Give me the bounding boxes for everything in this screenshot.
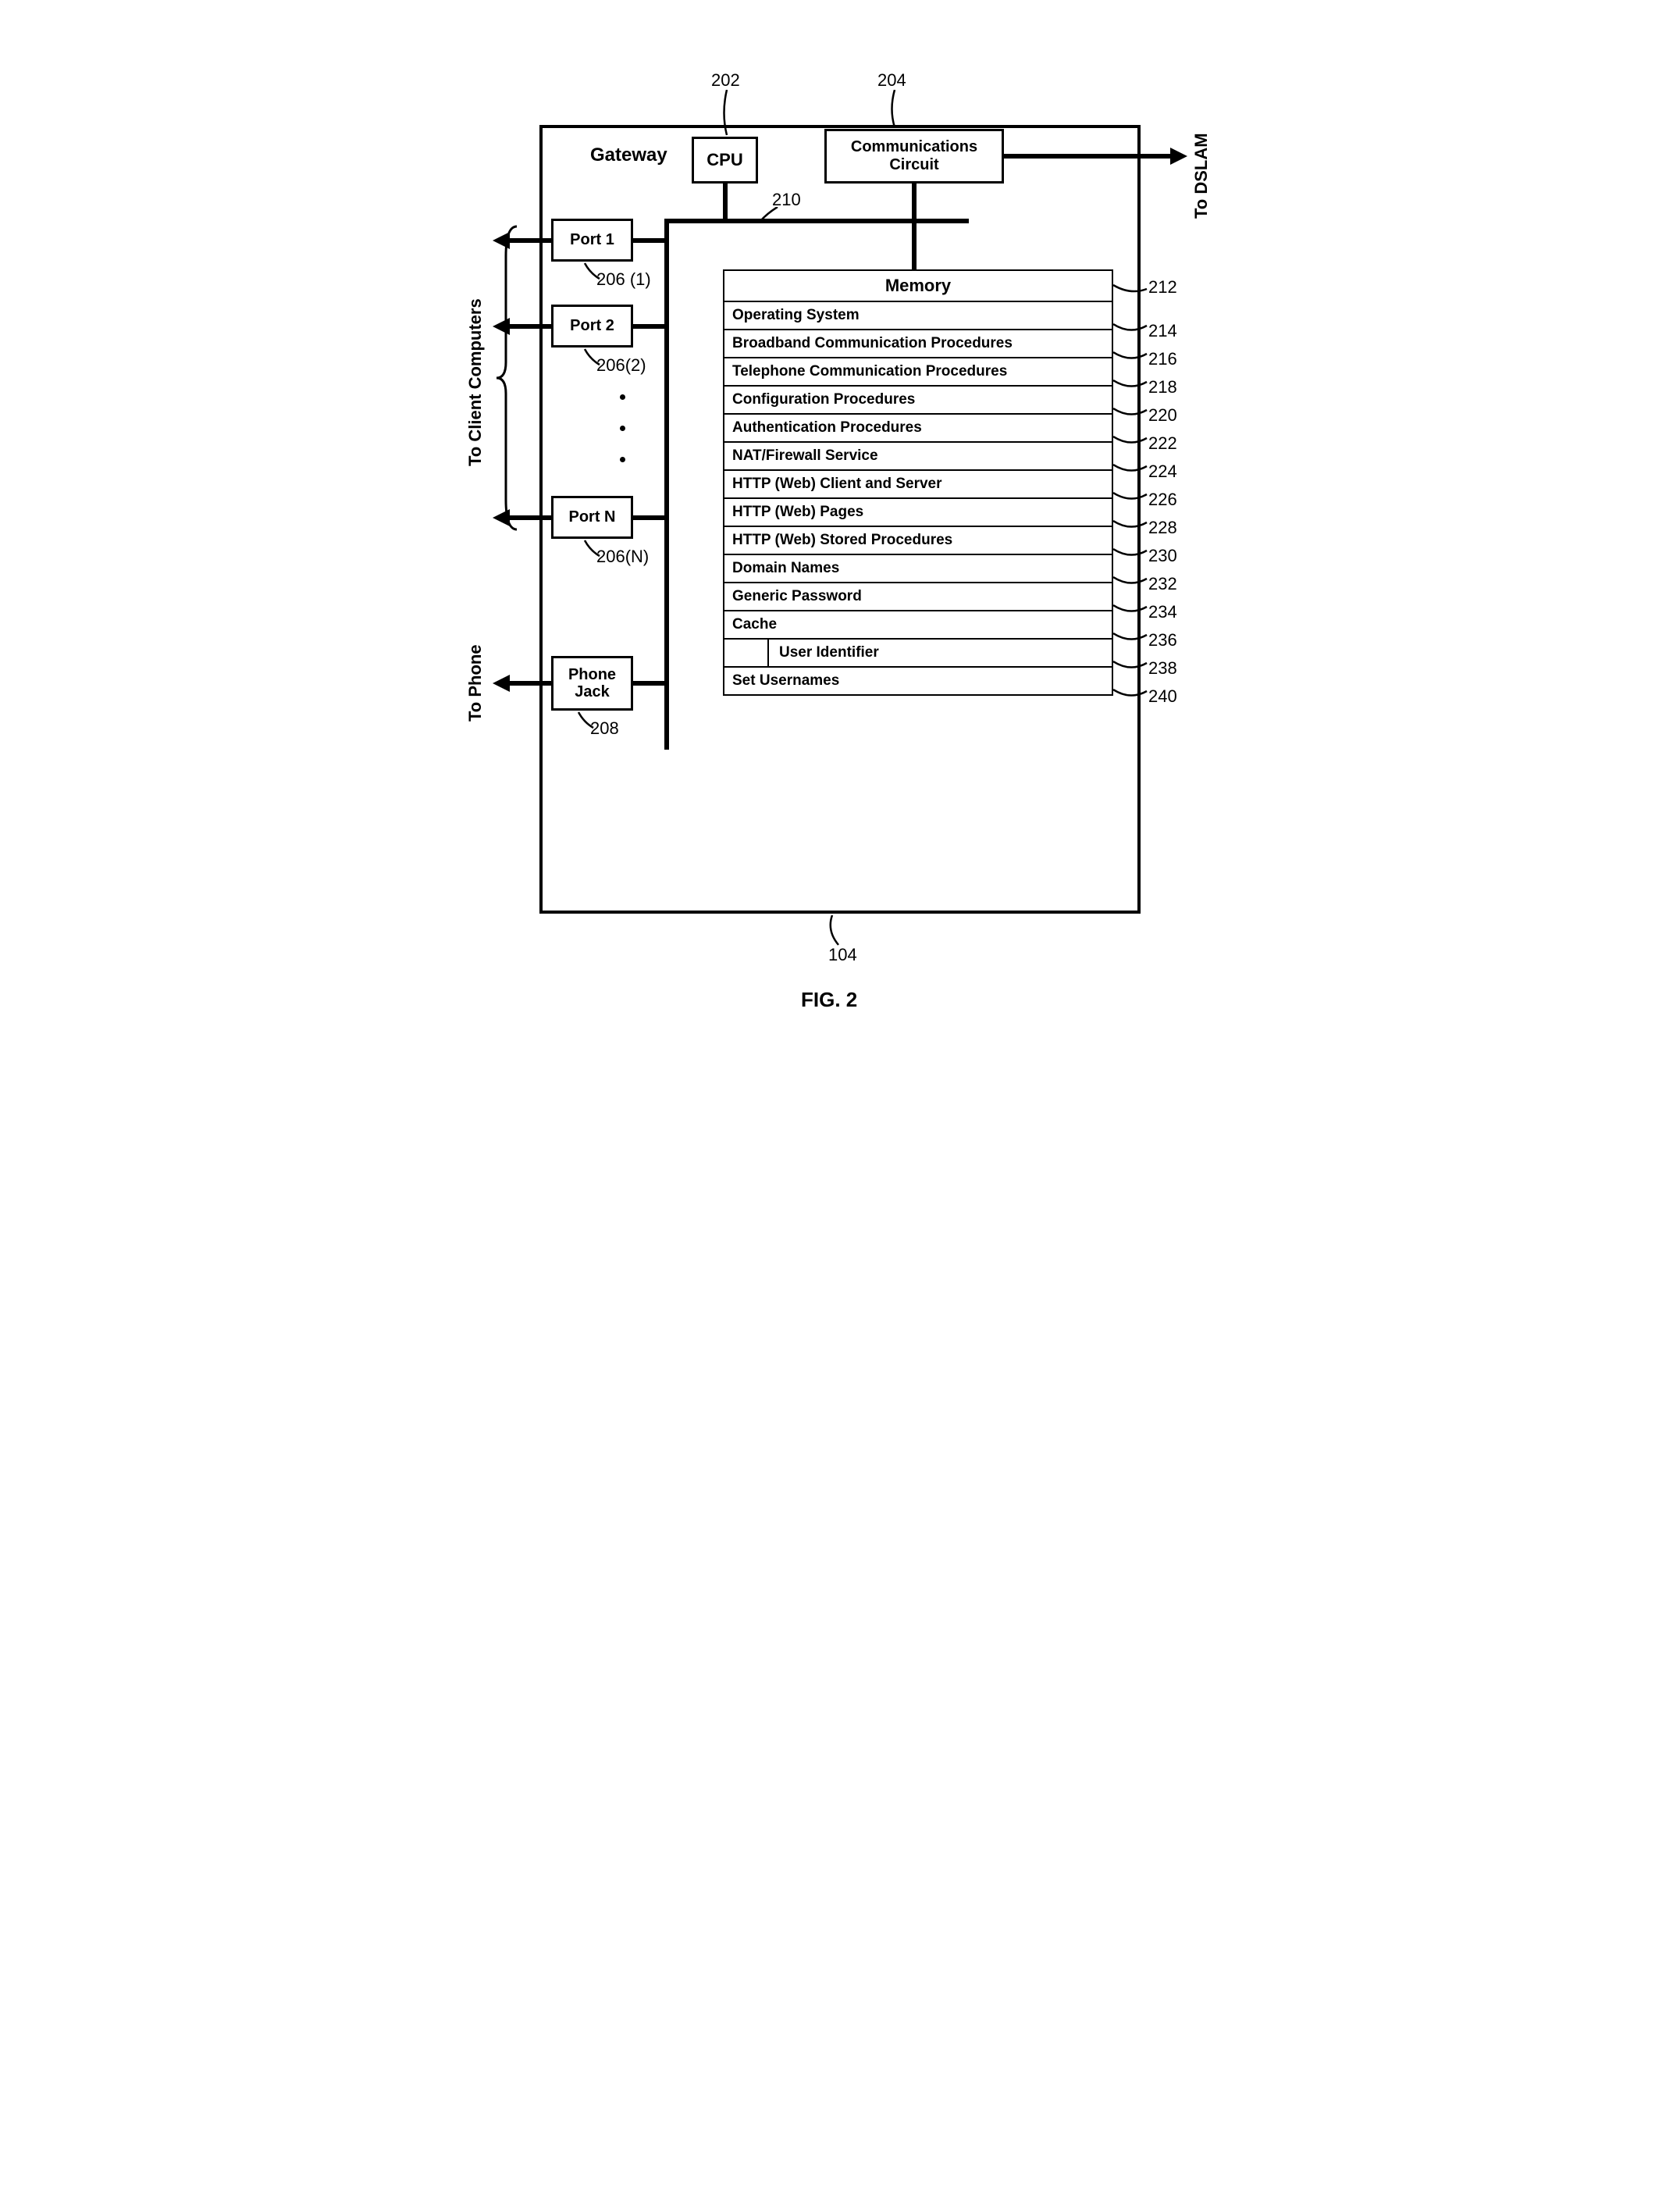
memory-row: Domain Names — [723, 555, 1113, 583]
port-1-label: Port 1 — [570, 231, 614, 249]
memory-row: Cache — [723, 611, 1113, 640]
memory-row: Broadband Communication Procedures — [723, 330, 1113, 358]
memory-row-ref: 226 — [1148, 490, 1177, 510]
phone-arrow — [493, 675, 510, 692]
memory-row-ref: 216 — [1148, 349, 1177, 369]
memory-row-ref: 240 — [1148, 686, 1177, 707]
memory-row-lead — [1113, 572, 1148, 588]
memory-row: HTTP (Web) Pages — [723, 499, 1113, 527]
dslam-line — [1004, 154, 1172, 159]
memory-row-lead — [1113, 601, 1148, 616]
memory-row-lead — [1113, 657, 1148, 672]
memory-row: HTTP (Web) Client and Server — [723, 471, 1113, 499]
phone-out — [508, 681, 551, 686]
memory-row: HTTP (Web) Stored Procedures — [723, 527, 1113, 555]
memory-row-lead — [1113, 516, 1148, 532]
port-1-lead — [582, 262, 606, 281]
memory-row-lead — [1113, 544, 1148, 560]
phone-jack-box: Phone Jack — [551, 656, 633, 711]
port-2-label: Port 2 — [570, 317, 614, 335]
memory-row-lead — [1113, 488, 1148, 504]
memory-row-ref: 232 — [1148, 574, 1177, 594]
comm-lead — [883, 90, 914, 129]
memory-block: Memory Operating SystemBroadband Communi… — [723, 269, 1113, 696]
cpu-box: CPU — [692, 137, 758, 184]
memory-row: Authentication Procedures — [723, 415, 1113, 443]
memory-row-lead — [1113, 376, 1148, 391]
cpu-lead — [715, 90, 746, 137]
cpu-ref: 202 — [711, 70, 740, 91]
bus-vertical — [664, 219, 669, 750]
gateway-ref-lead — [824, 915, 856, 946]
memory-row-lead — [1113, 404, 1148, 419]
port-n-bus — [633, 515, 667, 520]
memory-row: User Identifier — [723, 640, 1113, 668]
phone-jack-label: Phone Jack — [568, 666, 616, 700]
bus-cpu-stub — [723, 184, 728, 223]
cpu-text: CPU — [707, 150, 742, 170]
memory-row-ref: 220 — [1148, 405, 1177, 426]
port-2-box: Port 2 — [551, 305, 633, 347]
memory-row-ref: 222 — [1148, 433, 1177, 454]
to-dslam: To DSLAM — [1191, 90, 1212, 262]
memory-row-ref: 224 — [1148, 462, 1177, 482]
phone-bus — [633, 681, 667, 686]
figure-label: FIG. 2 — [801, 988, 857, 1012]
mem-lead-212 — [1113, 281, 1148, 297]
memory-row: Set Usernames — [723, 668, 1113, 696]
comm-ref: 204 — [877, 70, 906, 91]
memory-row-ref: 236 — [1148, 630, 1177, 650]
memory-row-lead — [1113, 629, 1148, 644]
memory-row-ref: 218 — [1148, 377, 1177, 397]
port-n-lead — [582, 539, 606, 558]
memory-row: Operating System — [723, 302, 1113, 330]
memory-row-lead — [1113, 460, 1148, 476]
port-1-bus — [633, 238, 667, 243]
memory-title: Memory — [723, 269, 1113, 302]
memory-row-lead — [1113, 685, 1148, 700]
ellipsis-dot — [620, 457, 625, 462]
dslam-arrow — [1170, 148, 1187, 165]
memory-row-ref: 228 — [1148, 518, 1177, 538]
memory-row-ref: 234 — [1148, 602, 1177, 622]
memory-row-ref: 230 — [1148, 546, 1177, 566]
mem-ref-212: 212 — [1148, 277, 1177, 298]
port-2-bus — [633, 324, 667, 329]
ellipsis-dot — [620, 394, 625, 400]
comm-box: Communications Circuit — [824, 129, 1004, 184]
memory-row: Configuration Procedures — [723, 387, 1113, 415]
memory-row-lead — [1113, 319, 1148, 335]
memory-row: NAT/Firewall Service — [723, 443, 1113, 471]
to-phone: To Phone — [465, 633, 486, 734]
memory-row-ref: 238 — [1148, 658, 1177, 679]
memory-row-ref: 214 — [1148, 321, 1177, 341]
memory-row-lead — [1113, 432, 1148, 447]
port-2-lead — [582, 347, 606, 367]
gateway-ref: 104 — [828, 945, 857, 965]
gateway-label: Gateway — [590, 144, 667, 166]
bus-mem-stub — [912, 219, 917, 269]
memory-row: Generic Password — [723, 583, 1113, 611]
client-brace — [495, 225, 518, 531]
bus-comm-stub — [912, 184, 917, 223]
memory-row-lead — [1113, 347, 1148, 363]
to-client-computers: To Client Computers — [465, 273, 486, 492]
port-1-box: Port 1 — [551, 219, 633, 262]
ellipsis-dot — [620, 426, 625, 431]
figure-canvas: Gateway CPU 202 Communications Circuit 2… — [450, 0, 1230, 1023]
phone-lead — [576, 711, 600, 730]
memory-row: Telephone Communication Procedures — [723, 358, 1113, 387]
port-n-label: Port N — [569, 508, 616, 526]
bus-ref-lead — [758, 207, 781, 223]
port-n-box: Port N — [551, 496, 633, 539]
bus-horizontal — [664, 219, 969, 223]
comm-text: Communications Circuit — [851, 138, 977, 174]
